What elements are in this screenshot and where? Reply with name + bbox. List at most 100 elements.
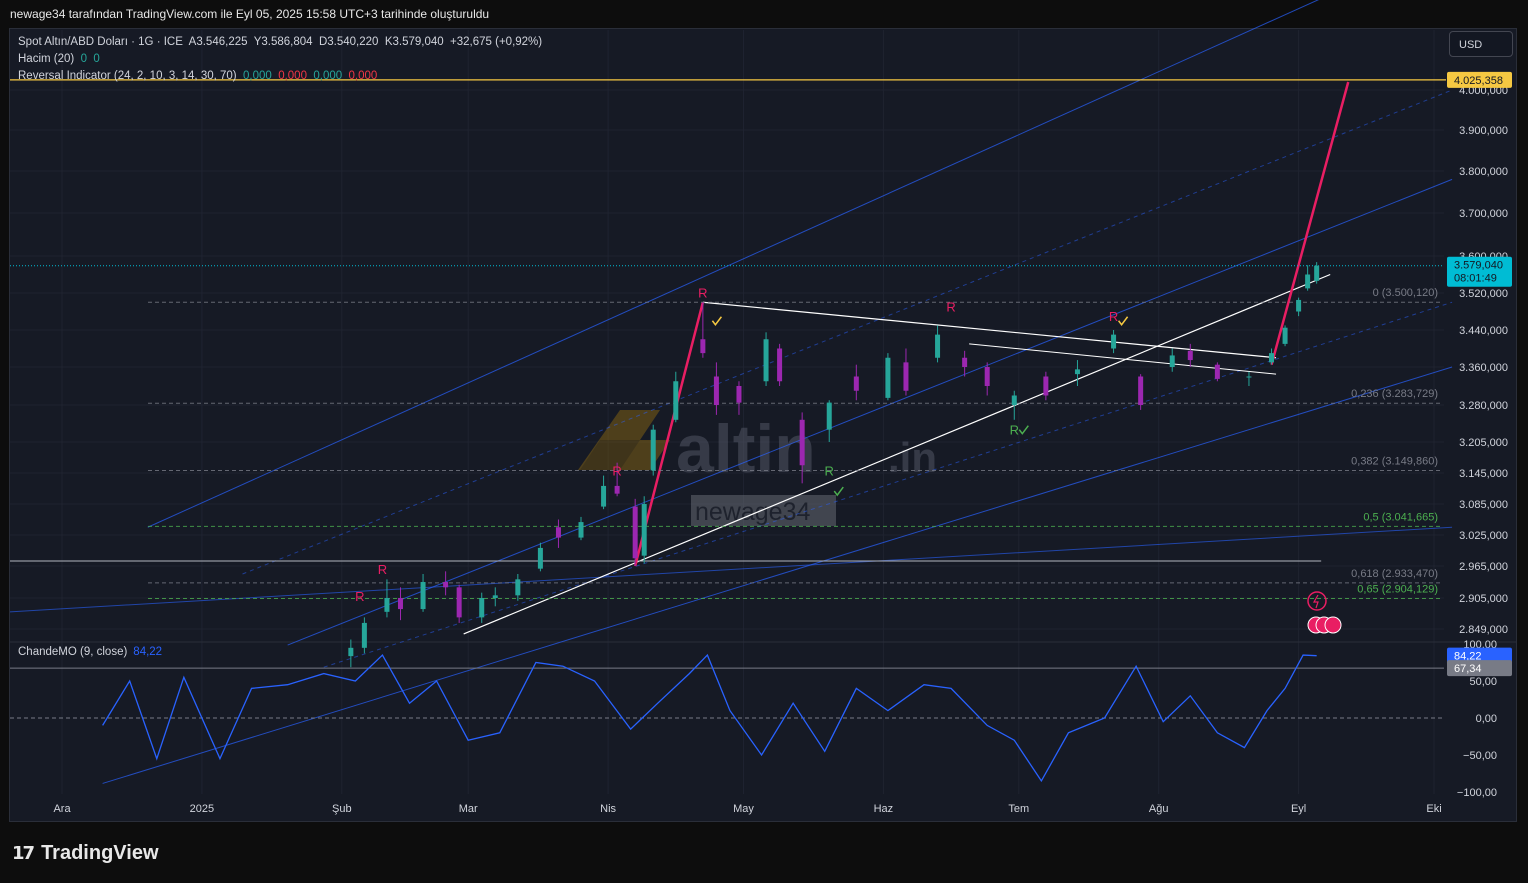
currency-button[interactable]: USD: [1449, 31, 1513, 57]
x-axis-tick: Mar: [459, 803, 478, 815]
candle-body: [456, 587, 462, 618]
support-trend-line: [463, 273, 1331, 635]
candle-body: [537, 547, 543, 569]
y-axis-tick: 3.085,000: [1459, 499, 1508, 511]
cmo-legend-name[interactable]: ChandeMO (9, close): [18, 646, 128, 658]
candle-body: [713, 376, 719, 405]
channel-midline: [242, 89, 1453, 575]
candle-body: [1305, 274, 1311, 289]
channel-line: [287, 178, 1453, 646]
top-bar: newage34 tarafından TradingView.com ile …: [0, 0, 1528, 28]
watermark-brand-suffix: .in: [888, 434, 937, 481]
legend-high-label: Y: [253, 36, 262, 48]
cmo-axis-tick: −50,00: [1463, 750, 1497, 762]
candle-body: [984, 367, 990, 386]
channel-midline: [323, 301, 1453, 668]
fib-level-label: 0 (3.500,120): [1373, 287, 1438, 299]
y-axis-tick: 3.280,000: [1459, 400, 1508, 412]
candle-body: [853, 376, 859, 391]
candle-body: [492, 595, 498, 598]
top-level-tag-text: 4.025,358: [1454, 75, 1503, 87]
candle-body: [799, 419, 805, 466]
candle-body: [515, 579, 521, 596]
candle-body: [763, 339, 769, 382]
legend-close: 3.579,040: [392, 36, 444, 48]
candle-body: [443, 582, 449, 588]
candle-body: [1043, 376, 1049, 396]
footer-brand[interactable]: 17 TradingView: [12, 842, 159, 865]
y-axis-tick: 2.965,000: [1459, 561, 1508, 573]
legend-high: 3.586,804: [261, 36, 313, 48]
reversal-marker: R: [355, 589, 364, 604]
legend-low-label: D: [318, 36, 328, 48]
x-axis-tick: 2025: [190, 803, 214, 815]
footer-brand-name: TradingView: [41, 842, 159, 864]
watermark: altin .in newage34: [578, 410, 937, 526]
cmo-legend[interactable]: ChandeMO (9, close) 84,22: [18, 646, 162, 658]
fib-level-label: 0,236 (3.283,729): [1351, 388, 1438, 400]
reversal-marker: R: [825, 464, 834, 479]
reversal-marker: R: [1010, 423, 1019, 438]
candle-body: [700, 339, 706, 354]
cmo-axis-tick: 0,00: [1476, 713, 1497, 725]
legend-open: 3.546,225: [196, 36, 248, 48]
candle-body: [1246, 376, 1252, 378]
chart-caption: newage34 tarafından TradingView.com ile …: [10, 7, 490, 21]
watermark-user-box: [691, 495, 836, 526]
channel-line: [147, 0, 1319, 528]
fib-level-label: 0,382 (3.149,860): [1351, 455, 1438, 467]
y-axis-tick: 3.440,000: [1459, 325, 1508, 337]
legend-indicator-row[interactable]: Reversal Indicator (24, 2, 10, 3, 14, 30…: [18, 68, 542, 85]
candle-body: [1111, 334, 1117, 349]
watermark-logo-icon: [578, 410, 670, 470]
legend-volume[interactable]: Hacim (20): [18, 53, 75, 65]
x-axis-tick: Ağu: [1149, 803, 1169, 815]
lightning-icon: [1312, 594, 1319, 609]
legend-symbol[interactable]: Spot Altın/ABD Doları · 1G · ICE: [18, 36, 183, 48]
us-flag-event-icon: [1324, 616, 1342, 634]
candle-body: [479, 598, 485, 618]
legend-change: +32,675 (+0,92%): [450, 36, 543, 48]
channel-line: [102, 366, 1453, 784]
cmo-legend-value: 84,22: [133, 646, 163, 658]
x-axis-tick: Tem: [1008, 803, 1029, 815]
legend-indicator[interactable]: Reversal Indicator (24, 2, 10, 3, 14, 30…: [18, 70, 237, 82]
y-axis-tick: 3.360,000: [1459, 362, 1508, 374]
x-axis-tick: Eki: [1426, 803, 1441, 815]
y-axis-tick: 3.900,000: [1459, 125, 1508, 137]
event-lightning-icon: [1307, 591, 1327, 611]
legend-volume-row[interactable]: Hacim (20) 0 0: [18, 51, 542, 68]
candle-body: [1269, 353, 1275, 363]
x-axis-tick: May: [733, 803, 754, 815]
candle-body: [1138, 376, 1144, 405]
watermark-user: newage34: [695, 498, 810, 526]
y-axis-tick: 3.145,000: [1459, 468, 1508, 480]
cmo-value-tag-text: 84,22: [1454, 651, 1482, 663]
check-icon: [711, 316, 723, 326]
legend-close-label: K: [384, 36, 393, 48]
candle-body: [614, 485, 620, 494]
top-level-tag-bg: [1447, 71, 1512, 88]
legend-open-label: A: [188, 36, 197, 48]
y-axis-tick: 3.205,000: [1459, 437, 1508, 449]
legend-ind-v4: 0,000: [348, 70, 378, 82]
candle-body: [361, 622, 367, 648]
y-axis-tick: 4.000,000: [1459, 85, 1508, 97]
legend-ind-v3: 0,000: [313, 70, 343, 82]
chart-legend: Spot Altın/ABD Doları · 1G · ICE A3.546,…: [18, 34, 542, 85]
x-axis-tick: Ara: [53, 803, 71, 815]
candle-body: [1296, 299, 1302, 312]
candle-body: [1214, 364, 1220, 379]
legend-ohlc-row[interactable]: Spot Altın/ABD Doları · 1G · ICE A3.546,…: [18, 34, 542, 51]
reversal-marker: R: [1109, 309, 1118, 324]
triangle-upper-line: [702, 301, 1277, 359]
candle-body: [1314, 265, 1320, 281]
candle-body: [384, 598, 390, 612]
candle-body: [777, 348, 783, 382]
legend-low: 3.540,220: [327, 36, 379, 48]
candle-body: [601, 485, 607, 507]
check-icon: [1117, 316, 1129, 326]
legend-ind-v1: 0,000: [243, 70, 272, 82]
